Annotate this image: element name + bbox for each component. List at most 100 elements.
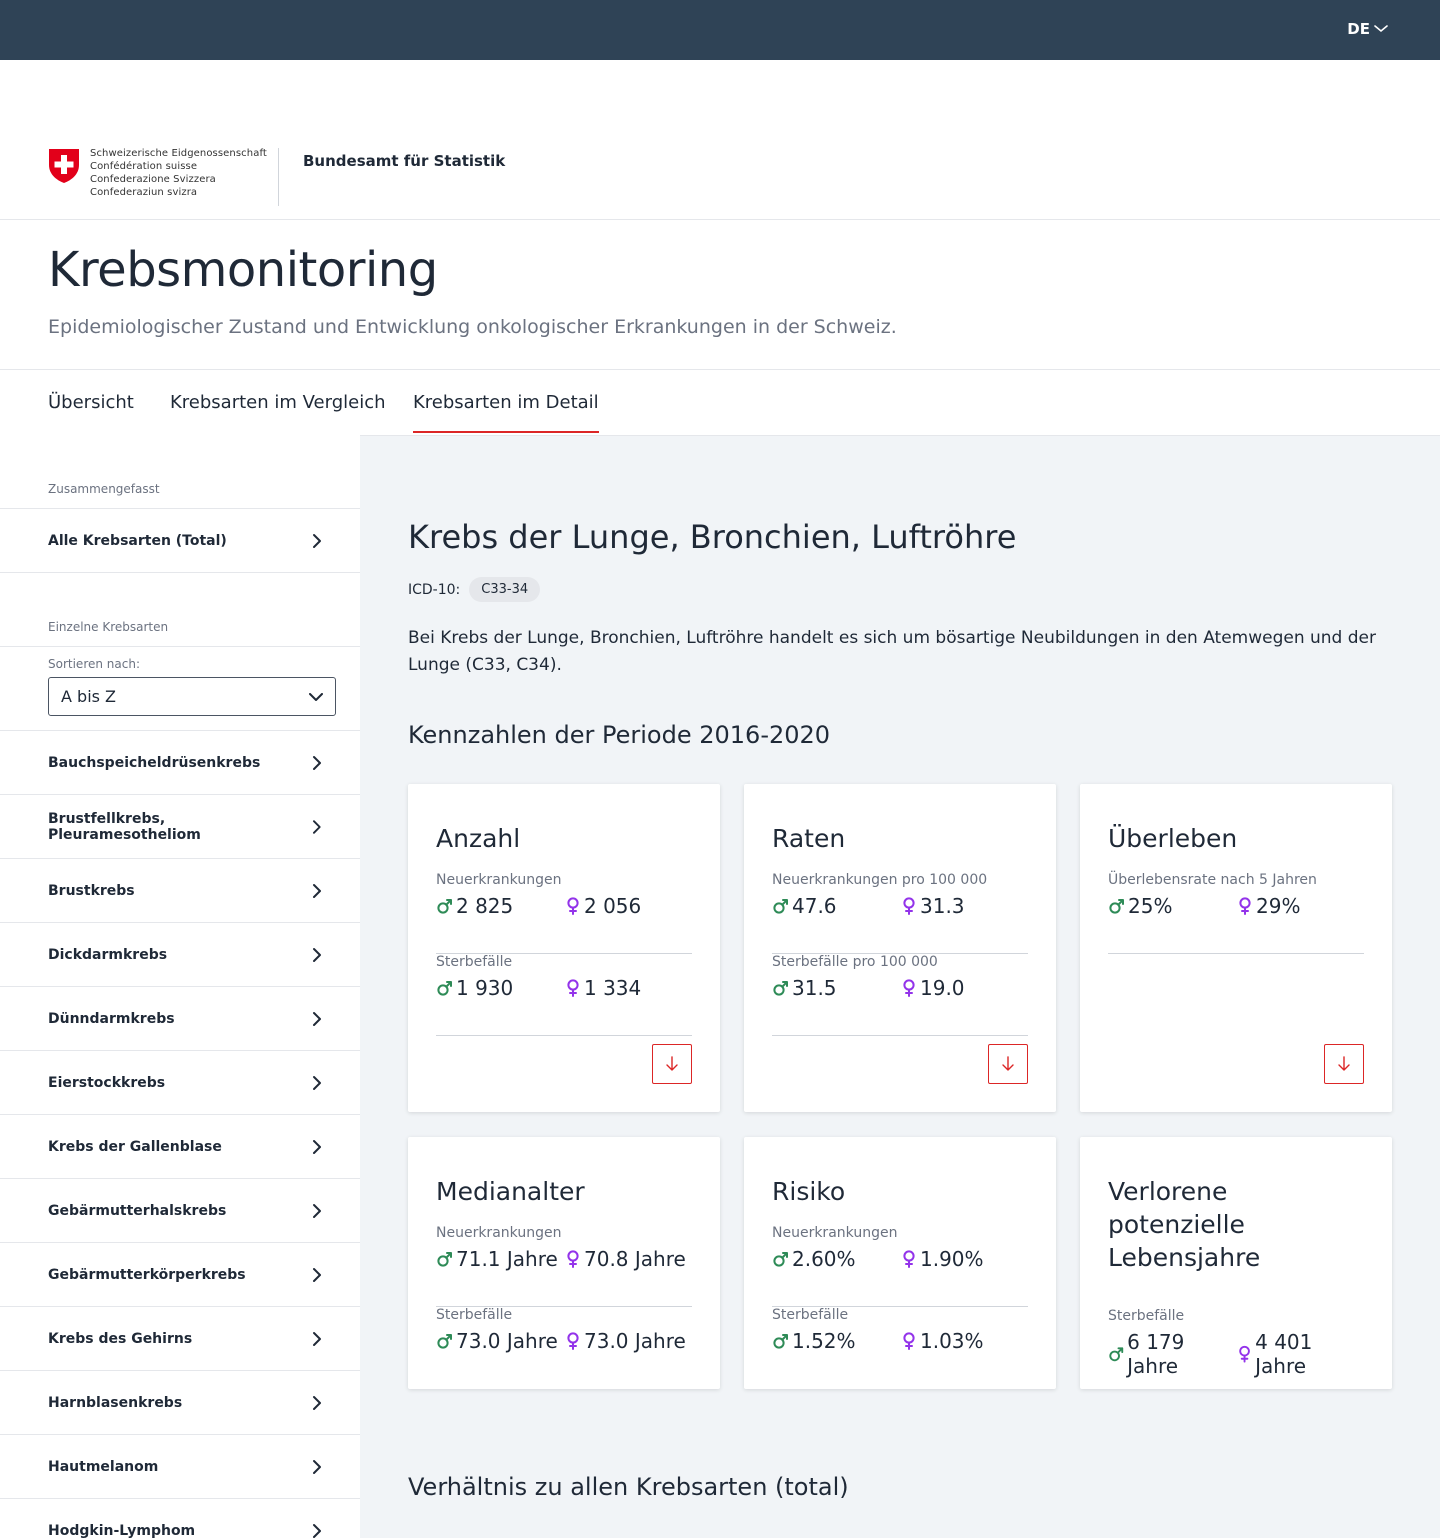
stat-group-incidence: Neuerkrankungen pro 100 000 47.6 31.3 — [772, 872, 1028, 954]
stat-group-deaths: Sterbefälle 1.52% 1.03% — [772, 1307, 1028, 1389]
sidebar-item-cancer-type[interactable]: Gebärmutterkörperkrebs — [0, 1243, 360, 1307]
male-value-text: 2.60% — [792, 1247, 856, 1271]
female-value-text: 1.03% — [920, 1329, 984, 1353]
chevron-down-icon — [309, 692, 323, 701]
detail-panel: Krebs der Lunge, Bronchien, Luftröhre IC… — [360, 435, 1440, 1538]
stat-group-incidence: Neuerkrankungen 2 825 2 056 — [436, 872, 692, 954]
stat-label: Sterbefälle — [772, 1307, 849, 1323]
sidebar-item-label: Harnblasenkrebs — [48, 1394, 183, 1411]
main-tabs: Übersicht Krebsarten im Vergleich Krebsa… — [0, 370, 1440, 435]
card-lebensjahre: Verlorene potenzielle Lebensjahre Sterbe… — [1080, 1137, 1392, 1389]
female-value-text: 73.0 Jahre — [584, 1329, 686, 1353]
language-label: DE — [1347, 20, 1370, 38]
male-value-text: 1 930 — [456, 976, 514, 1000]
sort-select[interactable]: A bis Z — [48, 677, 336, 716]
sidebar-item-cancer-type[interactable]: Harnblasenkrebs — [0, 1371, 360, 1435]
office-name[interactable]: Bundesamt für Statistik — [303, 152, 506, 170]
card-title: Überleben — [1108, 824, 1238, 853]
sidebar-item-label: Krebs der Gallenblase — [48, 1138, 222, 1155]
female-value: 73.0 Jahre — [564, 1329, 692, 1353]
male-value: 2.60% — [772, 1247, 900, 1271]
male-value: 47.6 — [772, 894, 900, 918]
chevron-right-icon — [312, 1267, 322, 1283]
sidebar-item-label: Gebärmutterhalskrebs — [48, 1202, 227, 1219]
icd-code-row: ICD-10: C33-34 — [408, 577, 541, 602]
chevron-right-icon — [312, 819, 322, 835]
sort-label: Sortieren nach: — [48, 657, 140, 671]
cancer-type-list: Bauchspeicheldrüsenkrebs Brustfellkrebs, … — [0, 731, 360, 1538]
sidebar-item-cancer-type[interactable]: Krebs der Gallenblase — [0, 1115, 360, 1179]
male-icon — [1108, 896, 1126, 916]
sidebar-item-total[interactable]: Alle Krebsarten (Total) — [0, 509, 360, 573]
sidebar-item-label: Hautmelanom — [48, 1458, 159, 1475]
male-value-text: 47.6 — [792, 894, 837, 918]
male-value-text: 1.52% — [792, 1329, 856, 1353]
top-bar: DE — [0, 0, 1440, 60]
sidebar-item-cancer-type[interactable]: Hautmelanom — [0, 1435, 360, 1499]
male-value: 2 825 — [436, 894, 564, 918]
female-value-text: 2 056 — [584, 894, 642, 918]
female-value: 29% — [1236, 894, 1364, 918]
chevron-right-icon — [312, 947, 322, 963]
sidebar-item-cancer-type[interactable]: Dünndarmkrebs — [0, 987, 360, 1051]
sidebar-item-label: Dickdarmkrebs — [48, 946, 168, 963]
download-button[interactable] — [652, 1044, 692, 1084]
sidebar-item-cancer-type[interactable]: Eierstockkrebs — [0, 1051, 360, 1115]
stat-group-deaths: Sterbefälle 6 179 Jahre 4 401 Jahre — [1108, 1308, 1364, 1390]
tab-uebersicht[interactable]: Übersicht — [48, 392, 134, 413]
period-heading: Kennzahlen der Periode 2016-2020 — [408, 721, 831, 749]
download-button[interactable] — [1324, 1044, 1364, 1084]
female-value-text: 4 401 Jahre — [1255, 1330, 1313, 1378]
male-icon — [772, 1331, 790, 1351]
language-selector[interactable]: DE — [1347, 20, 1388, 38]
sidebar-item-label: Brustkrebs — [48, 882, 135, 899]
tab-detail[interactable]: Krebsarten im Detail — [413, 392, 599, 433]
card-raten: Raten Neuerkrankungen pro 100 000 47.6 3… — [744, 784, 1056, 1112]
female-value: 19.0 — [900, 976, 1028, 1000]
sidebar-item-label: Krebs des Gehirns — [48, 1330, 193, 1347]
male-value: 1.52% — [772, 1329, 900, 1353]
male-value-text: 25% — [1128, 894, 1173, 918]
stat-group-deaths: Sterbefälle 1 930 1 334 — [436, 954, 692, 1036]
chevron-right-icon — [312, 1523, 322, 1538]
male-value-text: 6 179 Jahre — [1127, 1330, 1185, 1378]
card-title: Raten — [772, 824, 846, 853]
female-value-text: 19.0 — [920, 976, 965, 1000]
sidebar-item-cancer-type[interactable]: Hodgkin-Lymphom — [0, 1499, 360, 1538]
sidebar-item-cancer-type[interactable]: Bauchspeicheldrüsenkrebs — [0, 731, 360, 795]
sidebar-item-cancer-type[interactable]: Gebärmutterhalskrebs — [0, 1179, 360, 1243]
download-icon — [1337, 1056, 1351, 1072]
male-value-text: 31.5 — [792, 976, 837, 1000]
female-value: 1 334 — [564, 976, 692, 1000]
confed-name-fr: Confédération suisse — [90, 161, 198, 172]
sidebar-item-cancer-type[interactable]: Dickdarmkrebs — [0, 923, 360, 987]
sidebar-item-cancer-type[interactable]: Brustkrebs — [0, 859, 360, 923]
female-value: 4 401 Jahre — [1236, 1330, 1364, 1378]
card-ueberleben: Überleben Überlebensrate nach 5 Jahren 2… — [1080, 784, 1392, 1112]
male-value: 31.5 — [772, 976, 900, 1000]
sidebar-item-label: Hodgkin-Lymphom — [48, 1522, 196, 1538]
stat-group-deaths: Sterbefälle 73.0 Jahre 73.0 Jahre — [436, 1307, 692, 1389]
female-icon — [564, 1249, 582, 1269]
confederation-logo[interactable]: Schweizerische Eidgenossenschaft Confédé… — [48, 148, 267, 199]
download-button[interactable] — [988, 1044, 1028, 1084]
icd-badge: C33-34 — [469, 577, 541, 602]
chevron-right-icon — [312, 1075, 322, 1091]
sidebar-item-cancer-type[interactable]: Krebs des Gehirns — [0, 1307, 360, 1371]
male-value: 25% — [1108, 894, 1236, 918]
tab-vergleich[interactable]: Krebsarten im Vergleich — [170, 392, 386, 413]
card-title: Anzahl — [436, 824, 521, 853]
male-icon — [436, 1331, 454, 1351]
cancer-type-sidebar: Zusammengefasst Alle Krebsarten (Total) … — [0, 435, 360, 1538]
sidebar-item-label: Alle Krebsarten (Total) — [48, 532, 227, 549]
chevron-right-icon — [312, 883, 322, 899]
female-icon — [900, 1249, 918, 1269]
female-value: 2 056 — [564, 894, 692, 918]
male-icon — [1108, 1344, 1125, 1364]
sidebar-item-cancer-type[interactable]: Brustfellkrebs, Pleuramesotheliom — [0, 795, 360, 859]
header-divider — [278, 148, 279, 206]
male-value-text: 2 825 — [456, 894, 514, 918]
swiss-shield-icon — [49, 149, 79, 183]
sidebar-item-label: Brustfellkrebs, Pleuramesotheliom — [48, 810, 201, 843]
stat-label: Überlebensrate nach 5 Jahren — [1108, 872, 1317, 888]
